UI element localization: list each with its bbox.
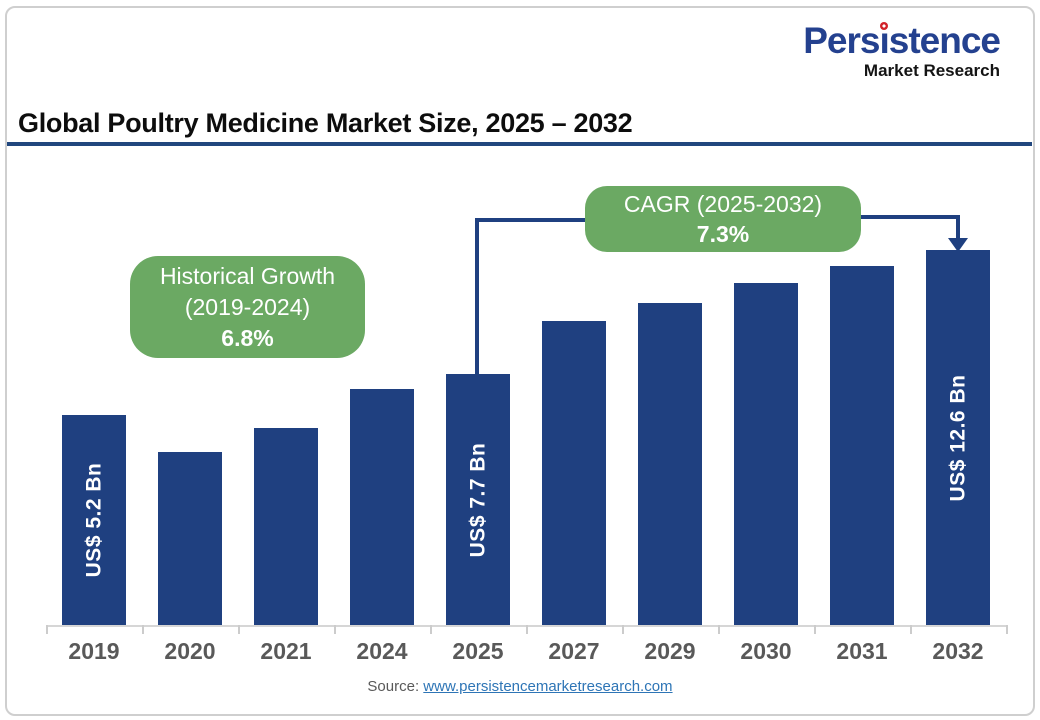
bar-2032: US$ 12.6 Bn — [926, 250, 990, 625]
cagr-connector-vertical-left — [475, 218, 479, 375]
historical-growth-label: Historical Growth — [159, 262, 336, 289]
bar-2025: US$ 7.7 Bn — [446, 374, 510, 625]
x-axis-tick — [622, 625, 624, 634]
historical-growth-value: 6.8% — [221, 324, 274, 351]
x-axis-tick — [718, 625, 720, 634]
bar-2030 — [734, 283, 798, 625]
x-axis-label-2031: 2031 — [836, 638, 888, 664]
cagr-badge: CAGR (2025-2032) 7.3% — [585, 186, 861, 252]
brand-logo-wordmark: Persı stence — [803, 20, 1001, 61]
x-axis-label-2024: 2024 — [356, 638, 408, 664]
bar-2027 — [542, 321, 606, 625]
x-axis-tick — [142, 625, 144, 634]
bar-2029 — [638, 303, 702, 625]
cagr-value: 7.3% — [696, 221, 750, 247]
bar-value-label-2019: US$ 5.2 Bn — [82, 462, 105, 578]
cagr-connector-horizontal-right — [858, 215, 960, 219]
x-axis-label-2027: 2027 — [548, 638, 600, 664]
x-axis-tick — [526, 625, 528, 634]
x-axis-tick — [46, 625, 48, 634]
logo-letter-i: ı — [879, 20, 890, 61]
x-axis-label-2021: 2021 — [260, 638, 312, 664]
x-axis-label-2020: 2020 — [164, 638, 216, 664]
historical-growth-period: (2019-2024) — [184, 293, 311, 320]
x-axis-tick — [238, 625, 240, 634]
brand-logo: Persı stence Market Research — [803, 20, 1001, 80]
x-axis-label-2019: 2019 — [68, 638, 120, 664]
bar-2021 — [254, 428, 318, 625]
x-axis-tick — [334, 625, 336, 634]
bar-value-label-2032: US$ 12.6 Bn — [946, 374, 970, 501]
logo-text-post: stence — [888, 20, 1001, 61]
cagr-connector-vertical-right — [956, 215, 960, 239]
x-axis-label-2025: 2025 — [452, 638, 504, 664]
cagr-label: CAGR (2025-2032) — [623, 191, 823, 217]
brand-logo-subtitle: Market Research — [863, 61, 1000, 80]
x-axis-tick — [430, 625, 432, 634]
logo-dotless-i: ı — [879, 20, 889, 61]
bar-2031 — [830, 266, 894, 625]
historical-growth-badge: Historical Growth (2019-2024) 6.8% — [130, 256, 365, 358]
bar-2024 — [350, 389, 414, 625]
x-axis-tick — [814, 625, 816, 634]
x-axis-label-2030: 2030 — [740, 638, 792, 664]
source-line: Source: www.persistencemarketresearch.co… — [0, 678, 1040, 695]
title-underline — [7, 142, 1032, 146]
bar-value-label-2025: US$ 7.7 Bn — [466, 442, 489, 557]
x-axis-label-2029: 2029 — [644, 638, 696, 664]
logo-red-dot-icon — [880, 22, 889, 30]
bar-2020 — [158, 452, 222, 625]
source-label: Source: — [367, 678, 420, 695]
x-axis-tick — [1006, 625, 1008, 634]
bar-2019: US$ 5.2 Bn — [62, 415, 126, 625]
cagr-connector-horizontal-left — [475, 218, 587, 222]
chart-title: Global Poultry Medicine Market Size, 202… — [18, 108, 633, 138]
arrow-down-icon — [948, 238, 968, 252]
logo-text-pre: Pers — [803, 20, 880, 61]
x-axis-tick — [910, 625, 912, 634]
source-link[interactable]: www.persistencemarketresearch.com — [423, 678, 673, 695]
x-axis-label-2032: 2032 — [932, 638, 984, 664]
